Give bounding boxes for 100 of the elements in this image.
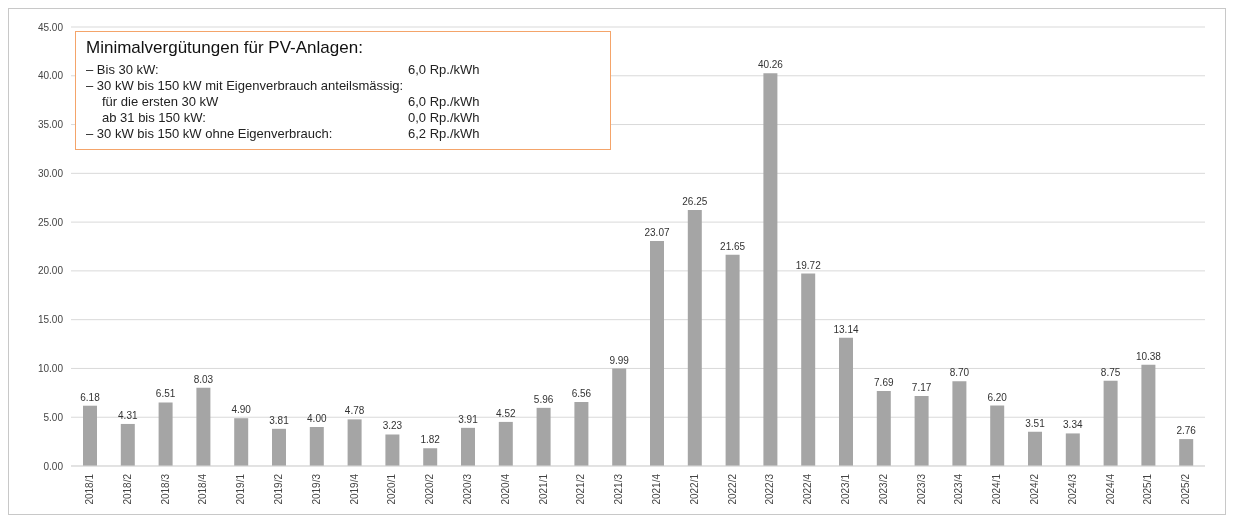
data-label: 6.56 <box>571 388 592 399</box>
data-label: 19.72 <box>795 259 822 271</box>
data-label: 8.03 <box>193 373 214 385</box>
x-tick-label: 2022/3 <box>764 473 776 505</box>
x-tick-label: 2020/2 <box>424 473 436 505</box>
bar <box>914 396 929 466</box>
bar <box>687 209 702 466</box>
bar <box>385 434 400 466</box>
x-tick-label: 2023/1 <box>840 473 851 505</box>
x-tick-label: 2023/4 <box>953 473 965 505</box>
annotation: 6,2 Rp./kWh <box>408 126 481 141</box>
data-label: 40.26 <box>757 59 784 71</box>
data-label: 3.91 <box>458 413 479 425</box>
data-label: 23.07 <box>644 226 670 238</box>
data-label: 26.25 <box>682 195 708 207</box>
annotation: 6,0 Rp./kWh <box>408 94 481 109</box>
annotation: für die ersten 30 kW <box>101 94 220 109</box>
bar <box>120 423 135 466</box>
x-tick-label: 2021/4 <box>651 473 662 505</box>
x-tick-label: 2024/4 <box>1104 473 1116 505</box>
y-tick-label: 0.00 <box>43 460 64 472</box>
bar <box>650 240 664 466</box>
data-label: 3.51 <box>1025 417 1046 429</box>
data-label: 4.31 <box>118 409 138 421</box>
bar <box>498 421 513 466</box>
y-tick-label: 15.00 <box>37 314 64 326</box>
x-tick-label: 2019/3 <box>310 473 322 505</box>
bar <box>1179 439 1194 466</box>
bar <box>536 407 551 466</box>
bar <box>196 387 211 466</box>
bar <box>1065 433 1080 466</box>
bar <box>309 426 324 466</box>
data-label: 4.00 <box>307 412 327 424</box>
y-tick-label: 5.00 <box>43 411 64 423</box>
x-tick-label: 2023/2 <box>877 473 889 505</box>
data-label: 2.76 <box>1176 425 1197 437</box>
annotation: 6,0 Rp./kWh <box>408 62 481 77</box>
bar <box>423 448 438 466</box>
annotation: 0,0 Rp./kWh <box>408 110 481 125</box>
y-tick-label: 45.00 <box>37 21 64 33</box>
data-label: 8.75 <box>1100 366 1121 378</box>
data-label: 3.81 <box>269 414 290 426</box>
x-tick-label: 2020/3 <box>462 473 473 505</box>
y-tick-label: 20.00 <box>37 265 64 277</box>
data-label: 8.70 <box>949 367 970 379</box>
bar <box>876 390 891 466</box>
data-label: 4.52 <box>496 407 516 419</box>
x-tick-label: 2019/4 <box>348 473 360 505</box>
annotation: – 30 kW bis 150 kW ohne Eigenverbrauch: <box>86 126 334 141</box>
bar <box>612 368 627 466</box>
annotation: ab 31 bis 150 kW: <box>101 110 207 125</box>
data-label: 4.90 <box>231 404 252 416</box>
x-tick-label: 2025/1 <box>1142 473 1154 505</box>
x-tick-label: 2018/3 <box>159 473 171 505</box>
data-label: 6.18 <box>80 391 101 403</box>
annotation: – 30 kW bis 150 kW mit Eigenverbrauch anteilsmässig: <box>86 78 405 93</box>
bar <box>725 254 740 466</box>
x-tick-label: 2019/1 <box>235 473 247 505</box>
x-tick-label: 2022/1 <box>688 473 700 505</box>
y-tick-label: 35.00 <box>37 119 64 131</box>
bar <box>763 73 778 466</box>
data-label: 9.99 <box>609 354 630 366</box>
x-tick-label: 2024/2 <box>1029 473 1040 505</box>
x-tick-label: 2018/1 <box>84 473 95 505</box>
chart-title: Minimalvergütungen für PV-Anlagen: <box>86 38 363 57</box>
annotation: – Bis 30 kW: <box>86 62 160 77</box>
x-tick-label: 2018/4 <box>197 473 209 505</box>
data-label: 3.34 <box>1063 419 1083 431</box>
x-tick-label: 2025/2 <box>1180 473 1192 505</box>
x-tick-label: 2021/2 <box>575 473 587 505</box>
x-tick-label: 2022/4 <box>802 473 814 505</box>
bar <box>952 381 967 466</box>
x-tick-label: 2018/2 <box>121 473 133 505</box>
data-label: 13.14 <box>833 323 859 335</box>
data-label: 1.82 <box>420 434 441 446</box>
data-label: 7.17 <box>911 382 932 394</box>
bar <box>990 405 1005 466</box>
bar <box>347 419 362 466</box>
x-tick-label: 2022/2 <box>726 473 738 505</box>
data-label: 3.23 <box>382 420 403 432</box>
data-label: 21.65 <box>720 240 746 252</box>
x-tick-label: 2024/3 <box>1066 473 1078 505</box>
bar <box>461 427 475 466</box>
bar <box>801 273 816 466</box>
y-tick-label: 30.00 <box>37 167 64 179</box>
y-tick-label: 10.00 <box>37 362 64 374</box>
data-label: 10.38 <box>1135 350 1162 362</box>
data-label: 6.51 <box>155 388 176 400</box>
data-label: 6.20 <box>987 391 1008 403</box>
data-label: 4.78 <box>344 405 365 417</box>
y-tick-label: 40.00 <box>37 70 64 82</box>
x-tick-label: 2023/3 <box>915 473 927 505</box>
data-label: 5.96 <box>533 393 554 405</box>
bar <box>1141 364 1156 466</box>
data-label: 7.69 <box>874 376 894 388</box>
bar <box>272 428 286 466</box>
bar <box>83 405 97 466</box>
x-tick-label: 2020/1 <box>386 473 398 505</box>
bar <box>158 402 173 466</box>
bar <box>574 402 589 466</box>
